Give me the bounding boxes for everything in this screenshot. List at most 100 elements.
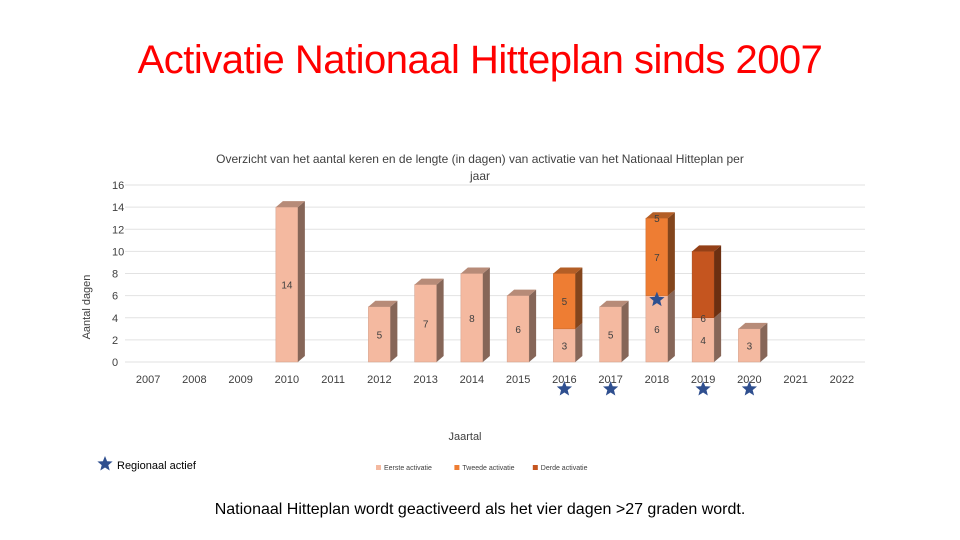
bar-top (692, 245, 722, 252)
bar-side (575, 322, 583, 362)
x-tick-label: 2010 (275, 374, 299, 386)
legend: Eerste activatie Tweede activatie Derde ac… (376, 465, 588, 472)
bar-top (645, 212, 675, 219)
bar-top (599, 300, 629, 307)
data-label: 6 (654, 325, 660, 336)
bar-side (482, 267, 490, 362)
bar-side (621, 300, 629, 362)
x-tick-label: 2016 (552, 374, 576, 386)
regional-legend: Regionaal actief (97, 456, 197, 472)
bar-side (667, 289, 675, 362)
slide-title: Activatie Nationaal Hitteplan sinds 2007 (137, 38, 823, 82)
star-icon (97, 456, 113, 471)
chart-title-line-2: jaar (469, 169, 490, 183)
data-label: 3 (562, 341, 568, 352)
bar-top (414, 278, 444, 285)
bar-2012-eerste (368, 300, 398, 363)
bar-2014-eerste (460, 267, 490, 363)
bar-2010-eerste (275, 201, 305, 363)
y-tick-label: 0 (112, 357, 118, 369)
x-tick-label: 2012 (367, 374, 391, 386)
data-label: 6 (700, 314, 706, 325)
bar-top (460, 267, 490, 274)
x-tick-label: 2011 (321, 374, 345, 386)
star-icon (649, 291, 665, 307)
legend-label: Derde activatie (541, 465, 588, 472)
x-tick-label: 2015 (506, 374, 530, 386)
chart-title-line-1: Overzicht van het aantal keren en de len… (216, 152, 744, 166)
x-tick-label: 2008 (182, 374, 206, 386)
bar-2015-eerste (506, 289, 537, 363)
x-tick-label: 2009 (228, 374, 252, 386)
y-tick-label: 12 (112, 224, 124, 236)
bar-side (575, 267, 583, 329)
y-tick-label: 8 (112, 269, 118, 281)
bar-side (760, 322, 768, 362)
data-label: 14 (281, 281, 293, 292)
bar-2013-eerste (414, 278, 444, 363)
bar-side (297, 201, 305, 362)
axes: 2007 2008 2009 2010 2011 2012 2013 2014 2015 2016… (136, 374, 854, 386)
bar-side (667, 212, 675, 296)
data-label: 5 (654, 214, 660, 225)
x-tick-label: 2014 (460, 374, 484, 386)
bar-2016-tweede (553, 267, 583, 330)
bar-side (714, 245, 722, 318)
data-labels: 14 5 7 8 6 3 5 5 6 7 5 4 6 3 (281, 214, 752, 352)
data-label: 4 (700, 336, 706, 347)
bar-2019-eerste (691, 311, 722, 363)
chart-text: Overzicht van het aantal keren en de len… (81, 152, 744, 443)
star-icon (603, 381, 619, 396)
star-icon (695, 381, 711, 396)
y-tick-label: 10 (112, 246, 124, 258)
bars (275, 201, 768, 363)
data-label: 3 (747, 341, 753, 352)
bar-2018-tweede (645, 212, 675, 296)
regional-legend-label: Regionaal actief (117, 460, 197, 472)
bar-top (507, 289, 537, 296)
y-tick-label: 4 (112, 313, 118, 325)
bar-2017-eerste (599, 300, 629, 363)
data-label: 7 (423, 319, 429, 330)
y-tick-label: 16 (112, 180, 124, 192)
bar-side (529, 289, 537, 362)
x-axis-label: Jaartal (448, 431, 481, 443)
x-tick-label: 2020 (737, 374, 761, 386)
bar-front (691, 251, 715, 318)
bar-side (390, 300, 398, 362)
footnote: Nationaal Hitteplan wordt geactiveerd al… (214, 501, 746, 518)
y-tick-label: 6 (112, 291, 118, 303)
x-tick-label: 2022 (830, 374, 854, 386)
regional-stars (556, 291, 757, 396)
star-icon (556, 381, 572, 396)
data-label: 6 (515, 325, 521, 336)
legend-label: Tweede activatie (462, 465, 514, 472)
x-tick-label: 2017 (598, 374, 622, 386)
bar-top (738, 322, 768, 329)
legend-label: Eerste activatie (384, 465, 432, 472)
star-icon (741, 381, 757, 396)
bar-top (275, 201, 305, 208)
bar-2020-eerste (738, 322, 768, 363)
legend-swatch (454, 465, 460, 470)
y-tick-label: 14 (112, 202, 124, 214)
data-label: 7 (654, 253, 660, 264)
bar-side (714, 311, 722, 362)
data-label: 8 (469, 314, 475, 325)
x-tick-label: 2019 (691, 374, 715, 386)
legend-swatch (532, 465, 538, 470)
bar-side (436, 278, 444, 362)
bar-top (553, 267, 583, 274)
legend-swatch (376, 465, 381, 470)
x-tick-label: 2018 (645, 374, 669, 386)
x-tick-label: 2021 (783, 374, 807, 386)
y-tick-label: 2 (112, 335, 118, 347)
bar-top (368, 300, 398, 307)
data-label: 5 (377, 330, 383, 341)
x-tick-label: 2007 (136, 374, 160, 386)
data-label: 5 (562, 297, 568, 308)
x-tick-label: 2013 (413, 374, 437, 386)
data-label: 5 (608, 330, 614, 341)
bar-2019-derde (691, 245, 722, 318)
